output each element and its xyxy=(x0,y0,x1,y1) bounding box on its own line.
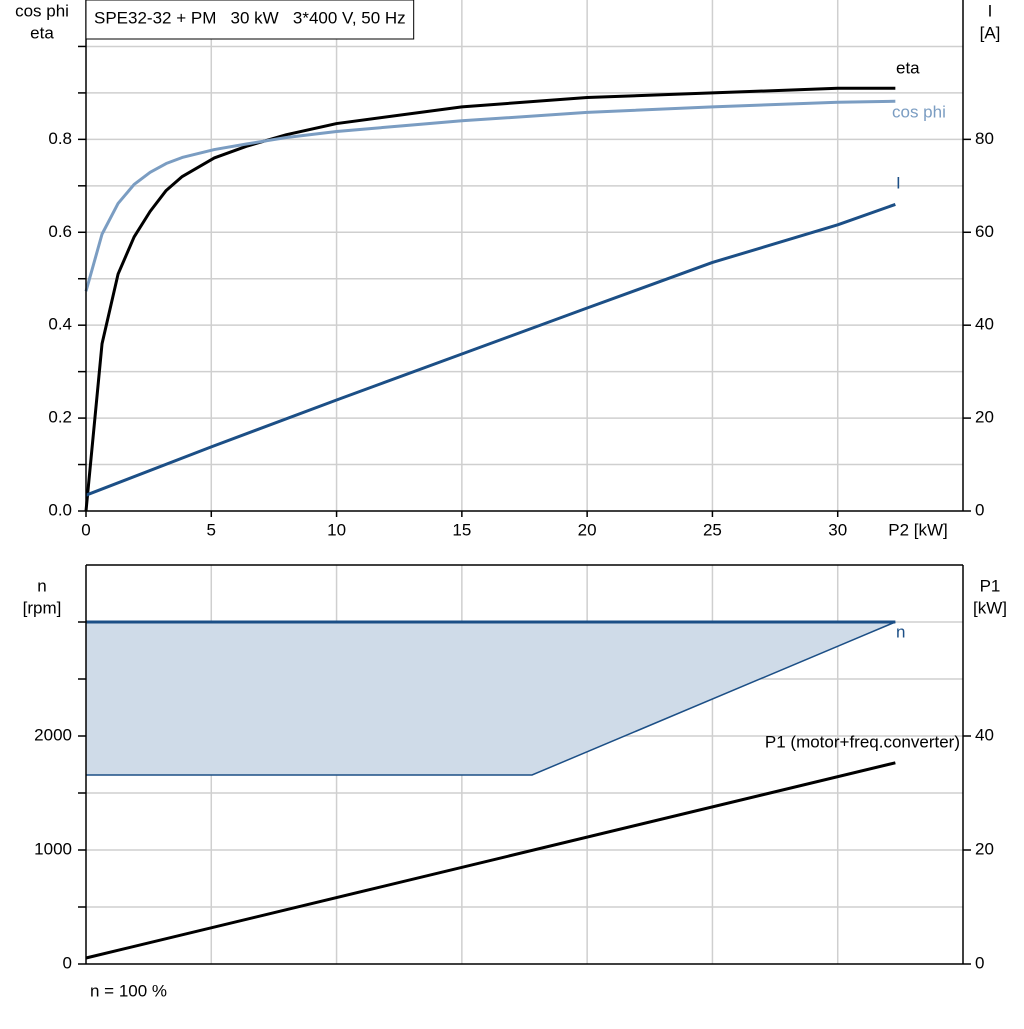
y-tick-label: 2000 xyxy=(34,725,72,744)
y-tick-label: 0.8 xyxy=(48,129,72,148)
series-label: cos phi xyxy=(892,102,946,121)
y2-tick-label: 0 xyxy=(975,500,984,519)
y2-axis-label: P1 xyxy=(980,576,1001,595)
y2-tick-label: 20 xyxy=(975,408,994,427)
y2-tick-label: 60 xyxy=(975,222,994,241)
y-axis-label: eta xyxy=(30,23,54,42)
band-lower-line xyxy=(86,621,896,776)
y2-tick-label: 0 xyxy=(975,953,984,972)
x-tick-label: 0 xyxy=(81,520,90,539)
x-tick-label: 30 xyxy=(828,520,847,539)
x-axis-label: P2 [kW] xyxy=(888,520,948,539)
series-label: eta xyxy=(896,58,920,77)
x-tick-label: 5 xyxy=(207,520,216,539)
title-box xyxy=(85,0,415,40)
series-line xyxy=(85,202,896,497)
y-axis-label: [rpm] xyxy=(23,598,62,617)
y-axis-label: cos phi xyxy=(15,1,69,20)
y2-tick-label: 80 xyxy=(975,129,994,148)
series-line xyxy=(84,99,896,292)
y-tick-label: 0 xyxy=(63,953,72,972)
y-tick-label: 0.0 xyxy=(48,500,72,519)
y-axis-label: n xyxy=(37,576,46,595)
series-label: n xyxy=(896,622,905,641)
y-tick-label: 1000 xyxy=(34,839,72,858)
series-line xyxy=(84,86,896,512)
y2-tick-label: 40 xyxy=(975,315,994,334)
band-area xyxy=(86,622,896,775)
y-tick-label: 0.2 xyxy=(48,408,72,427)
y2-axis-label: [A] xyxy=(980,23,1001,42)
chart-title: SPE32-32 + PM 30 kW 3*400 V, 50 Hz xyxy=(94,8,406,27)
x-tick-label: 20 xyxy=(578,520,597,539)
y-tick-label: 0.4 xyxy=(48,315,72,334)
y-tick-label: 0.6 xyxy=(48,222,72,241)
x-tick-label: 10 xyxy=(327,520,346,539)
x-tick-label: 25 xyxy=(703,520,722,539)
series-label: I xyxy=(896,173,901,192)
y2-tick-label: 20 xyxy=(975,839,994,858)
series-label: P1 (motor+freq.converter) xyxy=(765,732,960,751)
series-line xyxy=(85,761,896,960)
note: n = 100 % xyxy=(90,981,167,1000)
y2-tick-label: 40 xyxy=(975,725,994,744)
x-tick-label: 15 xyxy=(452,520,471,539)
y2-axis-label: [kW] xyxy=(973,598,1007,617)
y2-axis-label: I xyxy=(988,1,993,20)
